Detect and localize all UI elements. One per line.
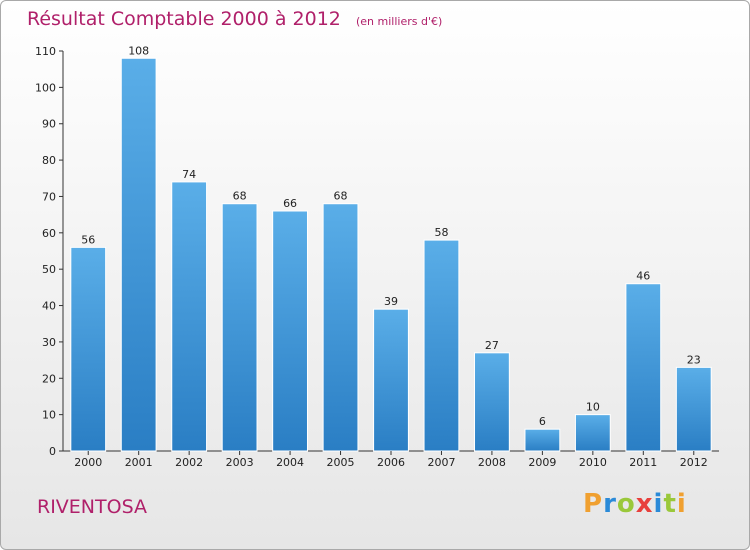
commune-name: RIVENTOSA (37, 496, 147, 518)
x-tick-label: 2012 (680, 456, 708, 469)
y-tick-label: 0 (49, 445, 56, 458)
proxiti-logo[interactable]: Proxiti (583, 489, 687, 519)
bar-value-label: 58 (434, 226, 448, 239)
plot-area: 0 10 20 30 40 50 60 70 80 90 100 110 56 2000 108 2001 74… (35, 44, 719, 469)
bar-value-label: 27 (485, 339, 499, 352)
y-tick-label: 110 (35, 45, 56, 58)
chart-subtitle: (en milliers d'€) (355, 15, 443, 28)
bar-value-label: 66 (283, 197, 297, 210)
logo-letter: x (635, 489, 654, 519)
y-tick-label: 90 (42, 118, 56, 131)
logo-letter: P (583, 489, 604, 519)
x-tick-label: 2003 (226, 456, 254, 469)
logo-letter: t (663, 489, 677, 519)
x-tick-label: 2000 (74, 456, 102, 469)
logo-letter: i (653, 489, 664, 519)
title-block: Résultat Comptable 2000 à 2012 (en milli… (27, 8, 442, 30)
y-tick-label: 50 (42, 263, 56, 276)
y-tick-label: 70 (42, 190, 56, 203)
x-tick-label: 2004 (276, 456, 304, 469)
x-tick-label: 2002 (175, 456, 203, 469)
y-tick-label: 30 (42, 336, 56, 349)
y-tick-label: 40 (42, 300, 56, 313)
bar-value-label: 39 (384, 295, 398, 308)
bar (120, 57, 157, 452)
bar-value-label: 74 (182, 168, 196, 181)
y-tick-label: 60 (42, 227, 56, 240)
bar-value-label: 108 (128, 44, 149, 57)
bar-value-label: 10 (586, 401, 600, 414)
bar (171, 181, 208, 452)
bar (625, 283, 662, 452)
x-tick-label: 2010 (579, 456, 607, 469)
x-tick-label: 2001 (125, 456, 153, 469)
bar (474, 352, 510, 452)
bar (70, 246, 107, 452)
bar-value-label: 56 (81, 233, 95, 246)
bar (524, 428, 561, 452)
chart-title: Résultat Comptable 2000 à 2012 (27, 8, 341, 30)
y-tick-label: 80 (42, 154, 56, 167)
bar-value-label: 6 (539, 415, 546, 428)
y-tick-label: 20 (42, 372, 56, 385)
bar (322, 203, 359, 452)
x-tick-label: 2007 (427, 456, 455, 469)
x-tick-label: 2011 (629, 456, 657, 469)
y-tick-label: 100 (35, 81, 56, 94)
y-tick-label: 10 (42, 409, 56, 422)
x-tick-label: 2009 (528, 456, 556, 469)
bar-value-label: 68 (233, 190, 247, 203)
bar (272, 210, 308, 452)
bar (423, 239, 460, 452)
bar-value-label: 23 (687, 353, 701, 366)
x-tick-label: 2006 (377, 456, 405, 469)
bar (574, 414, 611, 452)
bar-value-label: 68 (334, 190, 348, 203)
bar (675, 366, 712, 452)
x-tick-label: 2005 (327, 456, 355, 469)
logo-letter: i (676, 489, 687, 519)
logo-letter: r (603, 489, 617, 519)
logo-letter: o (616, 489, 636, 519)
bar (373, 308, 409, 452)
bar (221, 203, 258, 452)
bar-value-label: 46 (636, 270, 650, 283)
x-tick-label: 2008 (478, 456, 506, 469)
